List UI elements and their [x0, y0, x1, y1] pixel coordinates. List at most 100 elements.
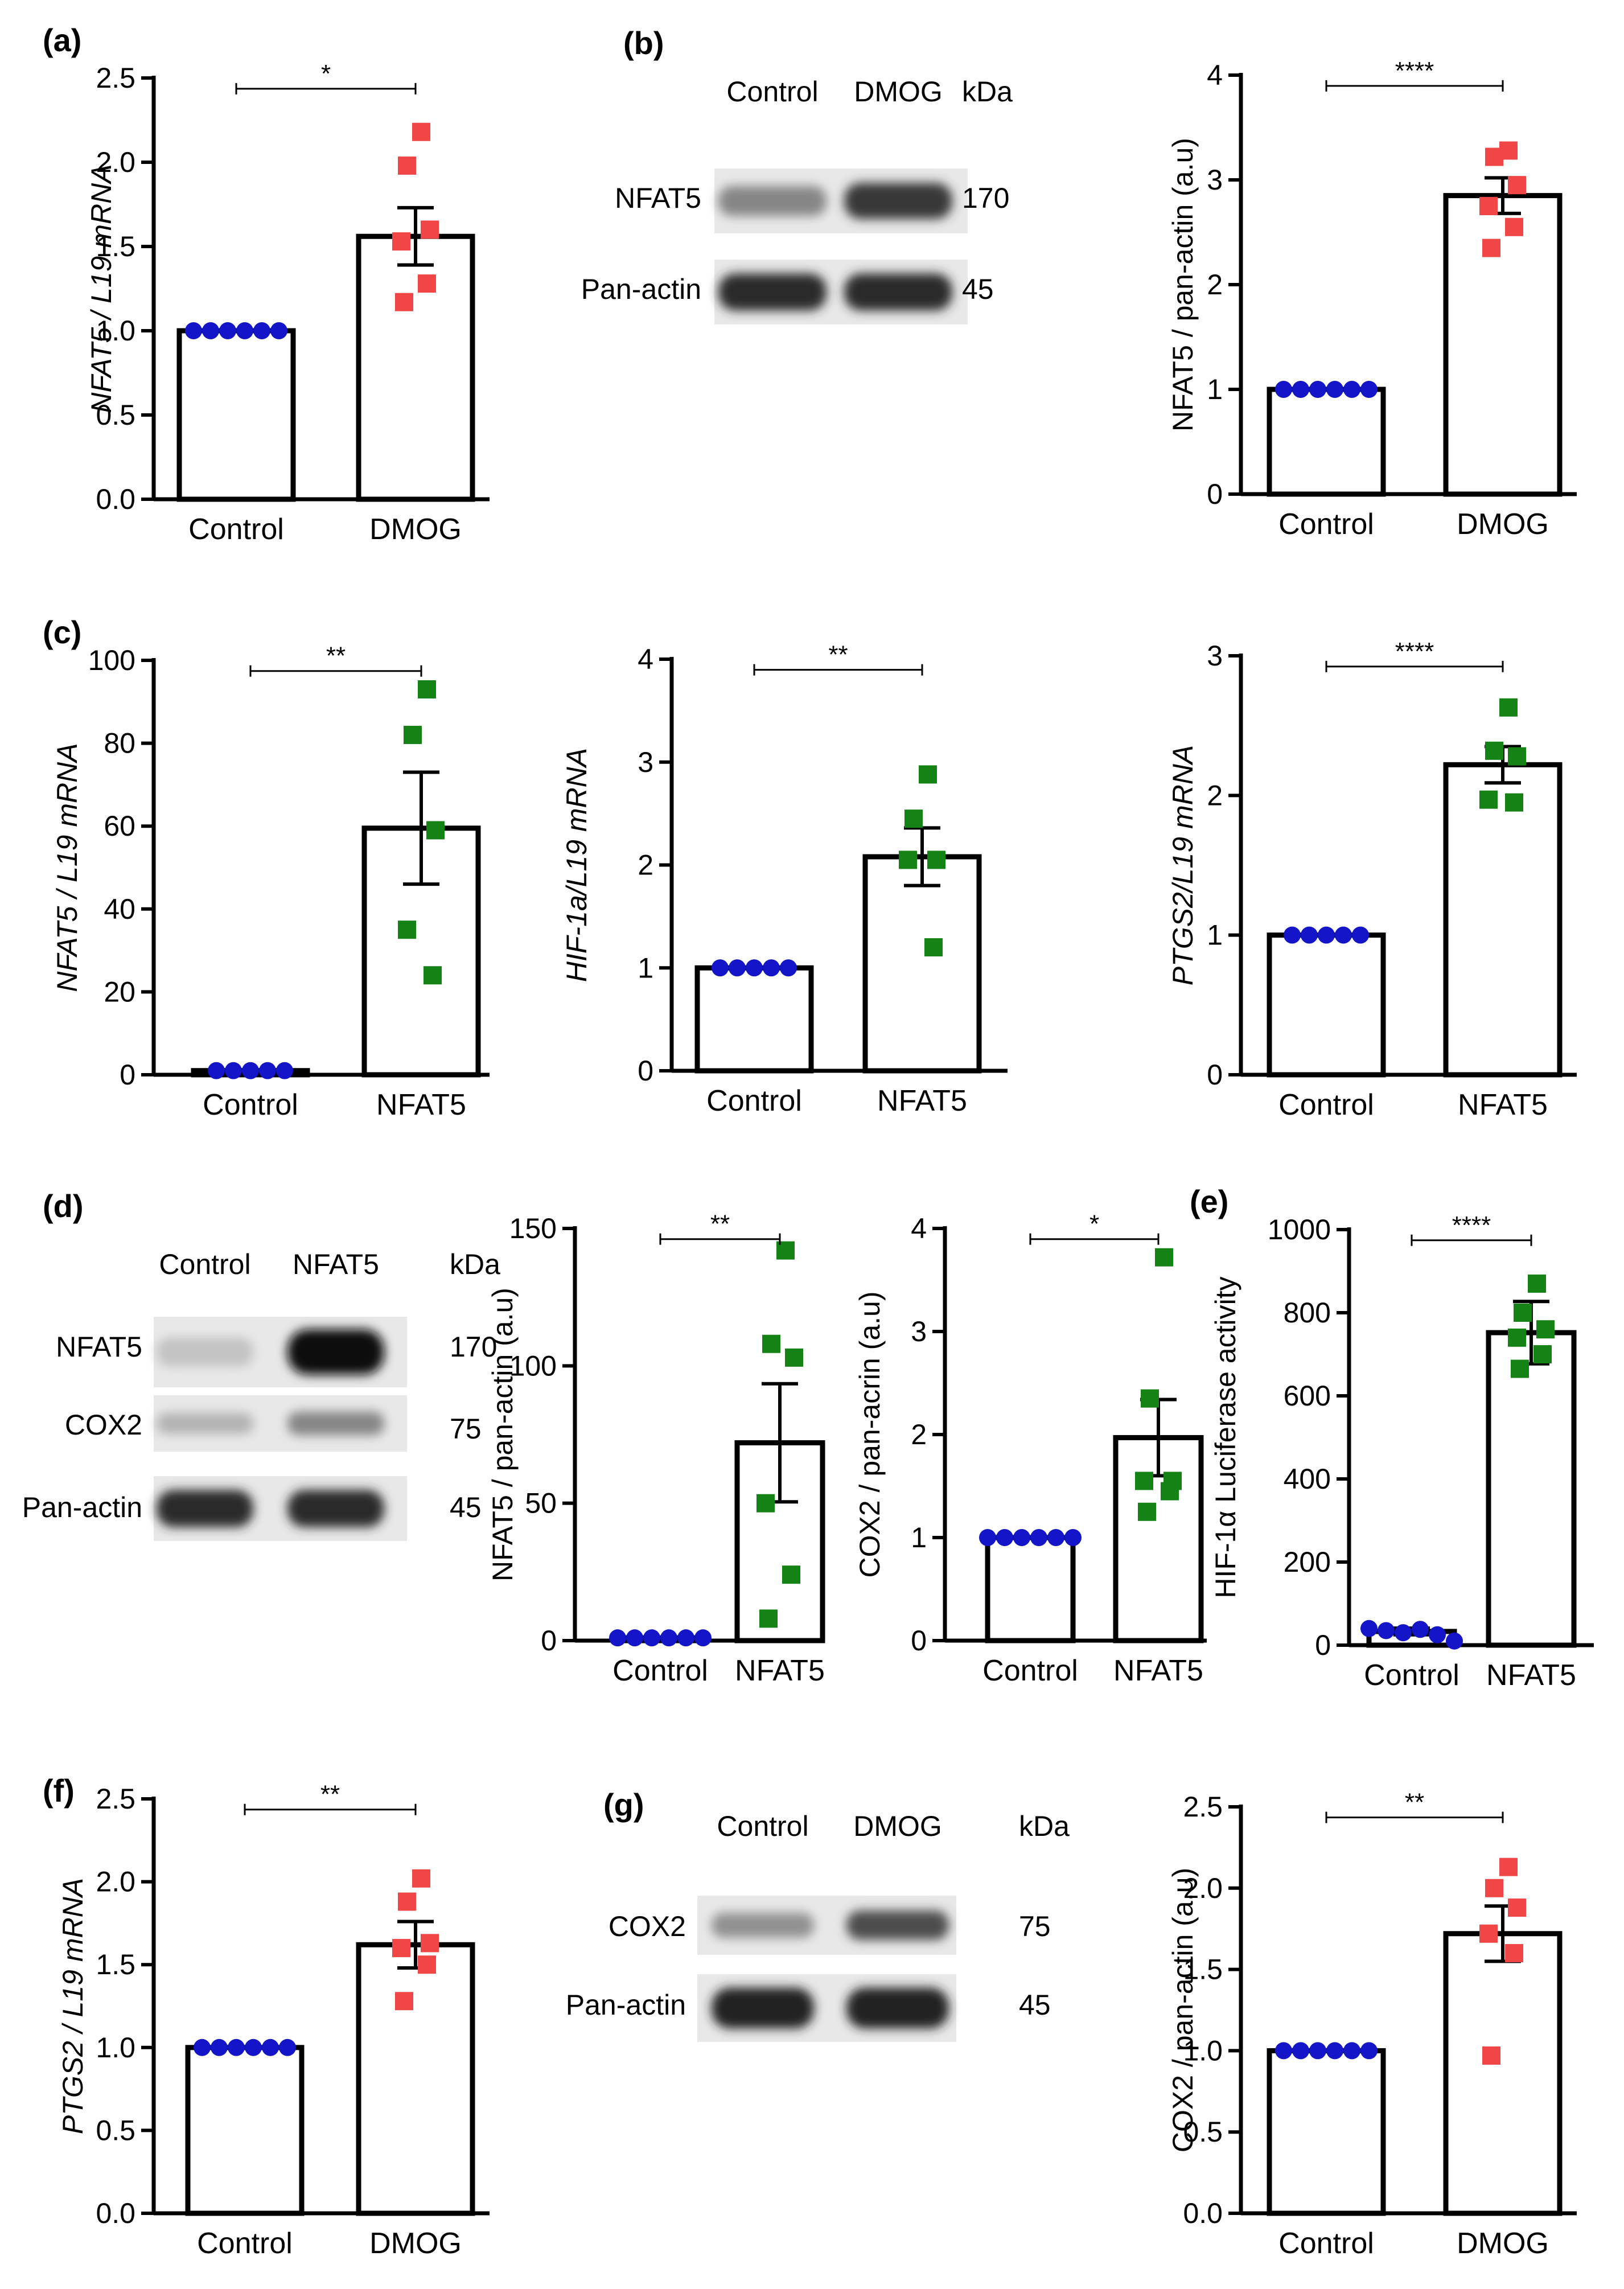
y-tick-label: 3	[1207, 640, 1223, 672]
data-point	[759, 1609, 778, 1628]
significance-stars: *	[321, 60, 331, 88]
data-point	[729, 959, 746, 977]
data-point	[412, 122, 430, 141]
y-tick-label: 40	[104, 893, 135, 925]
bar	[356, 233, 475, 502]
data-point	[1360, 381, 1378, 398]
data-point	[1508, 1328, 1526, 1347]
data-point	[270, 322, 287, 339]
y-tick-label: 2.0	[96, 1866, 135, 1898]
data-point	[919, 765, 937, 784]
y-tick-label: 800	[1284, 1297, 1331, 1329]
kda-header: kDa	[962, 76, 1013, 108]
data-point	[1505, 217, 1523, 236]
x-tick-label: NFAT5	[877, 1084, 967, 1117]
data-point	[392, 1939, 410, 1958]
data-point	[1528, 1274, 1546, 1293]
blot-band	[846, 1987, 949, 2029]
lane-label: DMOG	[854, 76, 943, 108]
data-point	[1352, 926, 1369, 944]
y-tick-label: 2	[911, 1419, 927, 1450]
data-point	[1360, 1620, 1378, 1637]
data-point	[211, 2039, 228, 2056]
data-point	[1064, 1529, 1082, 1546]
y-tick-label: 50	[525, 1487, 557, 1519]
data-point	[996, 1529, 1013, 1546]
x-tick-label: NFAT5	[376, 1088, 466, 1121]
data-point	[924, 938, 943, 957]
chart-c1: (c) 0 20 40 60 80 100 NFAT5 / L19 mRNA Control NF…	[43, 614, 490, 1121]
significance-stars: ****	[1395, 57, 1434, 85]
y-tick-label: 3	[911, 1316, 927, 1347]
x-tick-label: NFAT5	[735, 1654, 825, 1687]
x-tick-label: DMOG	[1457, 2227, 1549, 2260]
blot-band	[846, 1910, 949, 1940]
data-point	[1155, 1248, 1173, 1267]
data-point	[253, 322, 270, 339]
y-axis-label: COX2 / pan-actin (a.u)	[1167, 1868, 1199, 2152]
data-point	[1141, 1389, 1159, 1408]
panel-label: (c)	[43, 614, 81, 650]
blot-band	[157, 1337, 253, 1367]
y-tick-label: 1.0	[1183, 2035, 1223, 2066]
bar	[356, 1942, 475, 2216]
x-tick-label: Control	[197, 2227, 293, 2260]
data-point	[1412, 1621, 1429, 1638]
y-tick-label: 0	[1207, 478, 1223, 510]
y-tick-label: 3	[638, 746, 653, 778]
data-point	[1161, 1482, 1179, 1501]
data-point	[927, 850, 945, 869]
data-point	[763, 959, 780, 977]
data-point	[1533, 1345, 1552, 1363]
data-point	[1536, 1320, 1555, 1339]
data-point	[1479, 1924, 1498, 1943]
significance-stars: **	[1405, 1789, 1424, 1817]
bar	[862, 854, 982, 1074]
x-tick-label: NFAT5	[1458, 1088, 1548, 1121]
data-point	[225, 1062, 242, 1079]
x-tick-label: DMOG	[369, 2227, 462, 2260]
y-tick-label: 0	[1315, 1629, 1331, 1661]
y-tick-label: 4	[638, 643, 653, 675]
data-point	[398, 920, 416, 939]
western-blot-b: (b) Control DMOG kDa NFAT5 170 Pan-actin 45	[581, 25, 1013, 324]
data-point	[421, 220, 439, 239]
y-tick-label: 0	[541, 1625, 557, 1657]
data-point	[1499, 1857, 1518, 1876]
data-point	[242, 1062, 259, 1079]
y-tick-label: 600	[1284, 1380, 1331, 1412]
bar	[1267, 387, 1386, 497]
data-point	[1511, 1359, 1529, 1378]
chart-b_chart: 0 1 2 3 4 NFAT5 / pan-actin (a.u) Control DMOG *…	[1167, 57, 1577, 541]
data-point	[1479, 790, 1498, 809]
kda-label: 75	[1019, 1910, 1051, 1942]
panel-label: (e)	[1190, 1183, 1228, 1219]
bar	[1267, 2048, 1386, 2216]
y-axis-label: HIF-1a/L19 mRNA	[561, 748, 593, 982]
x-tick-label: Control	[188, 513, 284, 546]
data-point	[1284, 926, 1301, 944]
y-axis-label: PTGS2/L19 mRNA	[1167, 745, 1199, 985]
panel-label: (g)	[603, 1787, 644, 1823]
y-tick-label: 0.5	[96, 2114, 135, 2146]
data-point	[424, 966, 442, 985]
data-point	[1508, 1898, 1526, 1917]
data-point	[1309, 2042, 1326, 2060]
bar	[1443, 193, 1563, 497]
protein-label: COX2	[609, 1910, 686, 1942]
bar	[185, 2045, 305, 2216]
panel-label: (a)	[43, 22, 81, 58]
data-point	[421, 1934, 439, 1953]
y-axis-label: NFAT5 / pan-actin (a.u)	[1167, 138, 1199, 432]
blot-band	[287, 1490, 384, 1527]
data-point	[1378, 1622, 1395, 1639]
significance-stars: **	[326, 642, 346, 670]
x-tick-label: Control	[1278, 2227, 1374, 2260]
data-point	[1499, 698, 1518, 717]
kda-header: kDa	[1019, 1810, 1070, 1842]
y-axis-label: PTGS2 / L19 mRNA	[57, 1878, 89, 2134]
significance-stars: **	[828, 641, 848, 669]
x-tick-label: NFAT5	[1486, 1659, 1576, 1692]
data-point	[1482, 239, 1500, 257]
